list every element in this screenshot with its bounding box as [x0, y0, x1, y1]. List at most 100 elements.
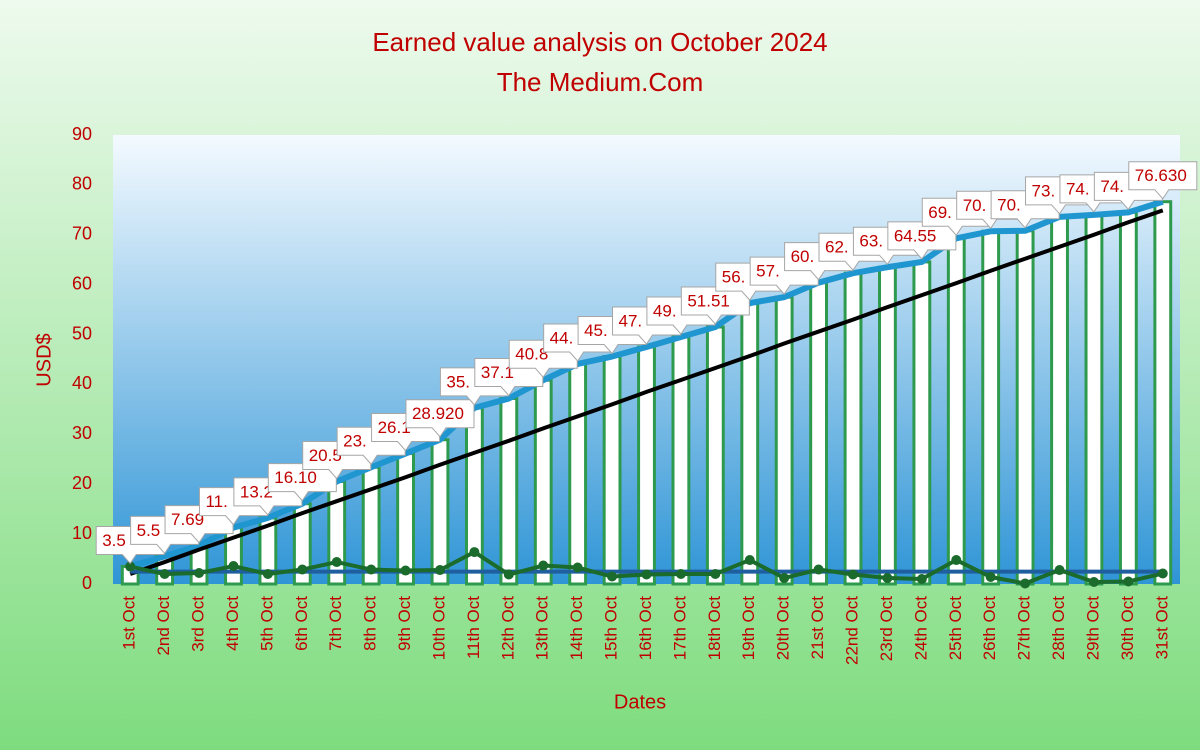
x-tick-label: 30th Oct [1118, 596, 1137, 661]
data-label: 35. [446, 372, 470, 391]
bar [740, 301, 760, 586]
y-tick-label: 0 [82, 573, 92, 593]
x-tick-label: 25th Oct [946, 596, 965, 661]
data-label: 62. [825, 238, 849, 257]
line-marker [434, 565, 445, 576]
x-tick-label: 12th Oct [498, 596, 517, 661]
line-marker [1054, 565, 1065, 576]
line-marker [572, 562, 583, 573]
bar [1084, 213, 1104, 586]
x-tick-label: 9th Oct [395, 596, 414, 651]
x-tick-label: 3rd Oct [189, 596, 208, 652]
line-marker [366, 564, 377, 575]
x-tick-label: 18th Oct [705, 596, 724, 661]
x-tick-label: 1st Oct [120, 596, 139, 650]
data-label: 60. [791, 247, 815, 266]
bar [499, 397, 519, 586]
line-marker [744, 555, 755, 566]
bar [946, 236, 966, 586]
x-tick-label: 5th Oct [257, 596, 276, 651]
x-tick-label: 11th Oct [464, 596, 483, 659]
bar [602, 355, 622, 586]
bar [327, 480, 347, 586]
line-marker [1088, 577, 1099, 588]
bar [1050, 215, 1069, 586]
line-marker [607, 571, 618, 582]
data-label: 16.10 [274, 468, 317, 487]
data-label: 57. [756, 262, 780, 281]
y-tick-label: 50 [72, 323, 92, 343]
line-marker [469, 547, 480, 558]
x-tick-label: 23rd Oct [877, 596, 896, 661]
y-tick-label: 30 [72, 423, 92, 443]
data-label: 63. [859, 232, 883, 251]
bar [1153, 200, 1173, 586]
data-label: 23. [343, 432, 367, 451]
line-marker [297, 564, 308, 575]
line-marker [985, 572, 996, 583]
data-label: 69. [928, 203, 952, 222]
line-marker [813, 564, 824, 575]
x-tick-label: 6th Oct [292, 596, 311, 651]
line-marker [1157, 568, 1168, 579]
line-marker [951, 555, 962, 566]
line-marker [159, 569, 170, 580]
y-axis-title: USD$ [33, 333, 55, 386]
line-marker [228, 561, 239, 572]
x-tick-label: 22nd Oct [843, 596, 862, 665]
x-tick-label: 21st Oct [808, 596, 827, 660]
x-tick-label: 24th Oct [911, 596, 930, 661]
data-label: 76.630 [1135, 166, 1187, 185]
data-label: 51.51 [687, 292, 730, 311]
x-tick-label: 31st Oct [1152, 596, 1171, 660]
line-marker [125, 561, 136, 572]
data-label: 70. [963, 196, 987, 215]
line-marker [641, 569, 652, 580]
line-marker [1123, 576, 1134, 587]
bar [568, 362, 588, 586]
bar [533, 378, 553, 586]
data-label: 5.5 [137, 521, 161, 540]
line-marker [331, 557, 342, 568]
bar [912, 260, 932, 586]
x-tick-label: 28th Oct [1049, 596, 1068, 661]
line [129, 208, 1164, 576]
bar [671, 335, 691, 586]
line-marker [848, 569, 859, 580]
bar [1015, 229, 1035, 586]
data-label: 40.8 [515, 345, 548, 364]
data-label: 47. [619, 312, 643, 331]
data-callout [1128, 161, 1198, 200]
data-label: 26.1 [378, 418, 411, 437]
line-marker [710, 569, 721, 580]
line-marker [1020, 578, 1031, 589]
data-label: 37.1 [481, 363, 514, 382]
line-marker [916, 574, 927, 585]
x-tick-label: 20th Oct [774, 596, 793, 661]
x-tick-label: 2nd Oct [154, 596, 173, 656]
line-marker [262, 569, 273, 580]
bar [878, 265, 897, 586]
x-tick-label: 4th Oct [223, 596, 242, 651]
x-tick-label: 19th Oct [739, 596, 758, 661]
data-label: 64.55 [894, 226, 937, 245]
line-marker [882, 573, 893, 584]
line-marker [194, 568, 205, 579]
data-label: 20.5 [309, 446, 342, 465]
chart-title: Earned value analysis on October 2024 [372, 27, 827, 57]
x-tick-label: 8th Oct [361, 596, 380, 651]
data-label: 49. [653, 302, 677, 321]
data-label: 3.5 [102, 531, 126, 550]
x-tick-label: 10th Oct [429, 596, 448, 661]
data-label: 74. [1100, 177, 1124, 196]
x-tick-label: 13th Oct [533, 596, 552, 661]
chart-subtitle: The Medium.Com [497, 67, 704, 97]
x-tick-label: 7th Oct [326, 596, 345, 651]
line-marker [503, 569, 514, 580]
data-label: 44. [550, 328, 574, 347]
line-marker [779, 573, 790, 584]
y-tick-label: 90 [72, 124, 92, 144]
y-tick-label: 40 [72, 373, 92, 393]
data-label: 28.920 [412, 404, 464, 423]
